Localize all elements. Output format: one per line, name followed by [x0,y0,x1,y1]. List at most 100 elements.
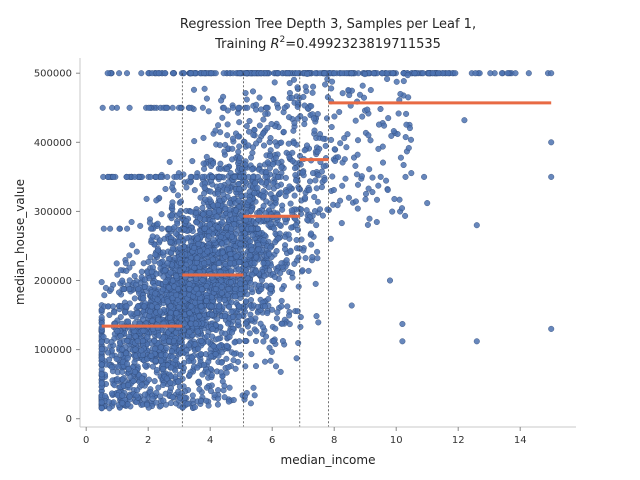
scatter-point [315,172,322,179]
scatter-point [221,394,228,401]
scatter-point [193,286,200,293]
scatter-point [473,222,480,229]
scatter-point [397,90,404,98]
scatter-point [219,114,226,121]
scatter-point [260,188,267,195]
scatter-point [297,314,304,321]
scatter-point [138,375,145,382]
scatter-point [525,70,532,77]
scatter-point [250,384,257,391]
scatter-point [276,221,283,228]
scatter-point [194,254,201,262]
scatter-point [218,359,225,366]
scatter-point [290,140,297,147]
scatter-point [164,173,171,180]
scatter-point [140,295,147,302]
scatter-point [203,95,210,102]
scatter-point [162,70,169,77]
scatter-point [168,364,175,371]
scatter-point [309,89,316,96]
scatter-point [123,173,130,180]
scatter-point [98,355,105,362]
scatter-point [236,186,243,193]
scatter-point [173,292,180,299]
scatter-point [277,189,284,196]
scatter-point [138,268,145,275]
scatter-point [194,328,201,335]
scatter-point [290,127,297,134]
scatter-point [124,355,131,362]
scatter-point [215,387,222,394]
scatter-point [225,179,232,186]
scatter-point [237,234,245,241]
scatter-point [260,116,267,123]
scatter-point [252,363,260,370]
scatter-point [402,134,409,141]
scatter-point [218,369,225,376]
scatter-point [389,70,396,77]
scatter-point [341,156,348,163]
scatter-point [126,252,133,259]
scatter-point [108,286,115,293]
scatter-point [402,212,409,219]
scatter-point [143,195,150,202]
scatter-point [393,78,400,85]
scatter-point [138,347,145,354]
scatter-point [252,106,260,113]
scatter-point [328,123,335,131]
scatter-point [211,264,218,271]
scatter-point [264,159,271,166]
scatter-point [286,321,293,328]
scatter-point [176,371,183,378]
y-tick-label: 500000 [34,69,72,80]
scatter-point [322,142,329,149]
scatter-point [146,219,153,226]
scatter-point [354,137,362,144]
scatter-point [548,325,555,332]
scatter-point [238,327,246,334]
scatter-point [152,345,159,352]
scatter-point [188,315,196,322]
scatter-point [281,104,288,111]
scatter-point [149,395,156,402]
scatter-point [270,96,277,103]
scatter-point [272,168,279,175]
scatter-point [188,208,195,215]
scatter-point [366,215,373,222]
scatter-point [138,381,145,388]
scatter-point [198,303,205,310]
scatter-point [100,225,107,232]
scatter-point [404,72,411,79]
scatter-point [222,313,229,320]
scatter-point [158,225,165,232]
scatter-point [320,135,327,142]
scatter-point [385,115,392,122]
scatter-point [407,136,415,143]
scatter-point [133,392,140,399]
scatter-point [131,173,138,180]
scatter-point [429,70,436,77]
scatter-point [272,154,279,161]
scatter-point [473,338,480,345]
scatter-point [313,313,320,320]
scatter-point [229,156,236,163]
scatter-point [308,230,315,237]
scatter-point [177,198,185,205]
scatter-point [172,230,179,237]
scatter-point [167,400,175,407]
scatter-point [361,71,368,78]
scatter-point [201,225,208,232]
scatter-point [291,119,298,127]
scatter-point [200,211,207,218]
scatter-point [170,70,177,77]
scatter-point [264,310,271,317]
scatter-point [359,113,366,120]
scatter-point [194,235,201,242]
scatter-point [224,166,231,173]
scatter-point [242,217,249,224]
scatter-point [207,388,215,395]
scatter-point [314,110,321,118]
scatter-point [328,136,335,143]
title-r: R [271,37,280,52]
